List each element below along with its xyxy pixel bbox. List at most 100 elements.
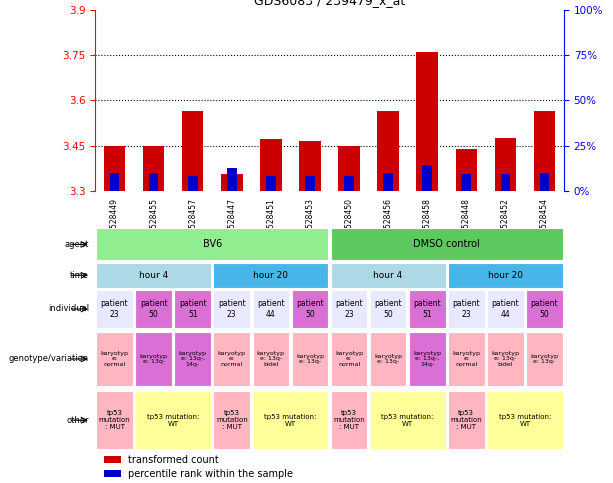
Text: tp53
mutation
: MUT: tp53 mutation : MUT bbox=[333, 410, 365, 430]
Bar bbox=[213, 290, 250, 327]
Bar bbox=[110, 172, 120, 191]
Bar bbox=[500, 174, 510, 191]
Bar bbox=[104, 470, 121, 477]
Text: patient
23: patient 23 bbox=[335, 299, 363, 319]
Bar bbox=[182, 111, 204, 191]
Text: karyotyp
e: 13q-,
14q-: karyotyp e: 13q-, 14q- bbox=[413, 351, 441, 367]
Text: patient
51: patient 51 bbox=[413, 299, 441, 319]
Text: DMSO control: DMSO control bbox=[413, 240, 480, 249]
Text: other: other bbox=[66, 416, 89, 425]
Bar bbox=[370, 332, 406, 386]
Text: patient
50: patient 50 bbox=[531, 299, 558, 319]
Text: karyotyp
e:
normal: karyotyp e: normal bbox=[101, 351, 129, 367]
Bar bbox=[330, 228, 563, 260]
Bar bbox=[174, 290, 211, 327]
Text: time: time bbox=[70, 271, 89, 280]
Text: individual: individual bbox=[48, 304, 89, 313]
Text: hour 20: hour 20 bbox=[488, 271, 523, 280]
Bar bbox=[370, 290, 406, 327]
Text: patient
50: patient 50 bbox=[296, 299, 324, 319]
Bar bbox=[260, 140, 281, 191]
Bar bbox=[104, 456, 121, 463]
Text: karyotyp
e: 13q-
bidel: karyotyp e: 13q- bidel bbox=[492, 351, 519, 367]
Bar bbox=[330, 391, 367, 449]
Bar bbox=[305, 176, 315, 191]
Text: patient
23: patient 23 bbox=[101, 299, 128, 319]
Bar bbox=[448, 290, 485, 327]
Text: tp53
mutation
: MUT: tp53 mutation : MUT bbox=[99, 410, 131, 430]
Text: hour 4: hour 4 bbox=[373, 271, 403, 280]
Bar bbox=[96, 228, 329, 260]
Text: tp53
mutation
: MUT: tp53 mutation : MUT bbox=[451, 410, 482, 430]
Text: karyotyp
e: 13q-: karyotyp e: 13q- bbox=[374, 354, 402, 364]
Bar bbox=[96, 332, 133, 386]
Bar bbox=[143, 145, 164, 191]
Text: tp53 mutation:
WT: tp53 mutation: WT bbox=[147, 413, 199, 426]
Bar bbox=[213, 263, 329, 288]
Bar bbox=[135, 332, 172, 386]
Bar bbox=[487, 391, 563, 449]
Text: karyotyp
e:
normal: karyotyp e: normal bbox=[218, 351, 246, 367]
Bar bbox=[330, 263, 446, 288]
Bar bbox=[526, 332, 563, 386]
Bar bbox=[266, 176, 276, 191]
Bar bbox=[370, 391, 446, 449]
Bar bbox=[416, 52, 438, 191]
Bar bbox=[409, 290, 446, 327]
Bar bbox=[330, 290, 367, 327]
Text: GDS6083 / 239479_x_at: GDS6083 / 239479_x_at bbox=[254, 0, 405, 7]
Bar bbox=[378, 111, 399, 191]
Text: patient
50: patient 50 bbox=[140, 299, 167, 319]
Text: patient
51: patient 51 bbox=[179, 299, 207, 319]
Text: patient
50: patient 50 bbox=[375, 299, 402, 319]
Bar bbox=[455, 148, 477, 191]
Bar bbox=[292, 290, 329, 327]
Bar bbox=[344, 176, 354, 191]
Text: karyotyp
e:
normal: karyotyp e: normal bbox=[452, 351, 480, 367]
Text: patient
44: patient 44 bbox=[257, 299, 284, 319]
Text: karyotyp
e: 13q-,
14q-: karyotyp e: 13q-, 14q- bbox=[179, 351, 207, 367]
Bar bbox=[253, 391, 329, 449]
Text: tp53 mutation:
WT: tp53 mutation: WT bbox=[264, 413, 316, 426]
Text: tp53 mutation:
WT: tp53 mutation: WT bbox=[499, 413, 551, 426]
Bar bbox=[213, 391, 250, 449]
Bar bbox=[487, 290, 524, 327]
Bar bbox=[149, 172, 159, 191]
Text: BV6: BV6 bbox=[203, 240, 222, 249]
Text: transformed count: transformed count bbox=[128, 455, 219, 465]
Bar bbox=[487, 332, 524, 386]
Bar bbox=[104, 145, 125, 191]
Bar bbox=[422, 165, 432, 191]
Bar bbox=[448, 332, 485, 386]
Bar bbox=[338, 145, 360, 191]
Text: karyotyp
e: 13q-
bidel: karyotyp e: 13q- bidel bbox=[257, 351, 285, 367]
Text: genotype/variation: genotype/variation bbox=[9, 355, 89, 364]
Bar bbox=[174, 332, 211, 386]
Bar bbox=[448, 391, 485, 449]
Bar bbox=[383, 172, 393, 191]
Bar bbox=[448, 263, 563, 288]
Text: agent: agent bbox=[64, 240, 89, 249]
Bar bbox=[299, 141, 321, 191]
Bar bbox=[534, 111, 555, 191]
Bar bbox=[462, 174, 471, 191]
Text: hour 20: hour 20 bbox=[253, 271, 288, 280]
Bar bbox=[526, 290, 563, 327]
Bar bbox=[96, 391, 133, 449]
Bar bbox=[330, 332, 367, 386]
Bar bbox=[495, 138, 516, 191]
Bar bbox=[227, 168, 237, 191]
Bar bbox=[292, 332, 329, 386]
Text: karyotyp
e: 13q-: karyotyp e: 13q- bbox=[296, 354, 324, 364]
Bar bbox=[253, 290, 289, 327]
Bar bbox=[96, 263, 211, 288]
Text: patient
23: patient 23 bbox=[452, 299, 480, 319]
Text: karyotyp
e: 13q-: karyotyp e: 13q- bbox=[530, 354, 558, 364]
Bar bbox=[253, 332, 289, 386]
Bar bbox=[135, 290, 172, 327]
Bar bbox=[409, 332, 446, 386]
Text: patient
23: patient 23 bbox=[218, 299, 246, 319]
Text: hour 4: hour 4 bbox=[139, 271, 168, 280]
Text: percentile rank within the sample: percentile rank within the sample bbox=[128, 469, 293, 479]
Bar bbox=[135, 391, 211, 449]
